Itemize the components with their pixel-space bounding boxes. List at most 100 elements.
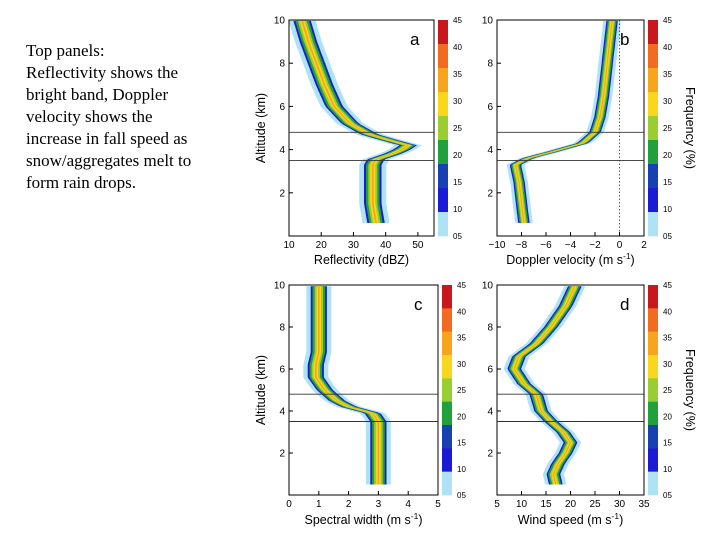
colorbar-segment-a [438, 188, 448, 213]
ylabel-a: Altitude (km) [254, 93, 268, 163]
panel-c: 0 1 2 3 4 5 2 4 6 8 10 c [274, 281, 441, 511]
panel-a: 10 20 30 40 50 2 4 6 8 10 a [274, 16, 435, 251]
freq-band-a-4 [299, 20, 411, 224]
colorbar-tick-c: 05 [457, 491, 466, 500]
xlabel-d: Wind speed (m s-1) [518, 511, 624, 527]
caption-line-1: Top panels: [26, 41, 105, 60]
colorbar-tick-d: 20 [663, 412, 672, 421]
xtick-label-a: 10 [283, 240, 295, 251]
ytick-label-a: 4 [279, 145, 285, 156]
colorbar-tick-d: 30 [663, 360, 672, 369]
xtick-label-d: 15 [540, 499, 552, 510]
colorbar-tick-b: 40 [663, 43, 672, 52]
caption-line-5: increase in fall speed as [26, 129, 188, 148]
xtick-label-c: 3 [376, 499, 382, 510]
freq-band-d-5 [513, 286, 576, 485]
xtick-label-c: 1 [316, 499, 322, 510]
colorbar-segment-b [648, 44, 658, 69]
colorbar-segment-c [442, 308, 452, 332]
panel-letter-c: c [414, 295, 423, 314]
ytick-label-b: 8 [487, 59, 493, 70]
xtick-label-d: 20 [565, 499, 577, 510]
colorbar-tick-c: 25 [457, 386, 466, 395]
colorbar-tick-d: 05 [663, 491, 672, 500]
freq-band-c-4 [313, 286, 381, 485]
axes-frame-d [496, 284, 645, 496]
colorbar-tick-b: 05 [663, 232, 672, 241]
colorbar-tick-d: 35 [663, 334, 672, 343]
colorbar-tick-c: 35 [457, 334, 466, 343]
ytick-label-d: 4 [487, 407, 493, 418]
ytick-label-c: 2 [279, 449, 285, 460]
colorbar-segment-c [442, 425, 452, 449]
colorbar-tick-a: 45 [453, 16, 462, 25]
colorbar-tick-c: 10 [457, 465, 466, 474]
panel-letter-b: b [620, 30, 629, 49]
ytick-label-b: 4 [487, 145, 493, 156]
panel-letter-d: d [620, 295, 629, 314]
colorbar-segment-b [648, 212, 658, 237]
axes-frame-a [288, 19, 435, 237]
caption-line-2: Reflectivity shows the [26, 63, 179, 82]
ytick-label-b: 6 [487, 102, 493, 113]
colorbar-segment-b [648, 164, 658, 189]
freq-band-a-2 [295, 20, 415, 224]
panel-b: −10 −8 −6 −4 −2 0 2 2 4 6 8 10 b [482, 16, 647, 252]
ytick-label-d: 8 [487, 323, 493, 334]
ytick-label-d: 2 [487, 449, 493, 460]
panel-d: 5 10 15 20 25 30 35 2 4 6 8 10 d [482, 281, 650, 511]
colorbar-tick-b: 20 [663, 151, 672, 160]
xtick-label-a: 40 [380, 240, 392, 251]
colorbar-segment-c [442, 285, 452, 309]
colorbar-tick-a: 30 [453, 97, 462, 106]
caption: Top panels: Reflectivity shows the brigh… [26, 40, 231, 194]
xtick-label-d: 10 [516, 499, 528, 510]
colorbar-tick-b: 10 [663, 205, 672, 214]
colorbar-tick-c: 20 [457, 412, 466, 421]
colorbar-a: 45 40 35 30 25 20 15 10 05 [438, 16, 462, 241]
colorbar-tick-b: 15 [663, 178, 672, 187]
ytick-label-a: 10 [274, 16, 286, 27]
colorbar-tick-c: 45 [457, 281, 466, 290]
colorbar-tick-d: 40 [663, 307, 672, 316]
colorbar-tick-a: 20 [453, 151, 462, 160]
colorbar-tick-d: 45 [663, 281, 672, 290]
xtick-label-a: 50 [412, 240, 424, 251]
colorbar-segment-d [648, 331, 658, 356]
colorbar-tick-c: 15 [457, 439, 466, 448]
colorbar-segment-c [442, 401, 452, 426]
freq-band-d-0 [503, 286, 586, 485]
xtick-label-b: −2 [589, 240, 601, 251]
colorbar-segment-c [442, 378, 452, 402]
colorbar-tick-b: 45 [663, 16, 672, 25]
colorbar-segment-a [438, 140, 448, 165]
xtick-label-a: 20 [316, 240, 328, 251]
colorbar-segment-d [648, 471, 658, 496]
colorbar-tick-d: 15 [663, 439, 672, 448]
xtick-label-b: 0 [617, 240, 623, 251]
caption-line-3: bright band, Doppler [26, 85, 169, 104]
colorbar-segment-c [442, 448, 452, 472]
colorbar-tick-d: 25 [663, 386, 672, 395]
xtick-label-b: −4 [565, 240, 577, 251]
colorbar-segment-a [438, 44, 448, 69]
ytick-label-c: 10 [274, 281, 286, 292]
colorbar-tick-c: 30 [457, 360, 466, 369]
colorbar-segment-d [648, 378, 658, 402]
colorbar-segment-a [438, 116, 448, 141]
colorbar-tick-b: 25 [663, 124, 672, 133]
colorbar-segment-b [648, 92, 658, 117]
freq-band-b-5 [515, 20, 613, 224]
colorbar-segment-d [648, 285, 658, 309]
colorbar-segment-b [648, 20, 658, 45]
colorbar-tick-a: 40 [453, 43, 462, 52]
colorbar-tick-b: 30 [663, 97, 672, 106]
colorbar-segment-d [648, 355, 658, 379]
xtick-label-c: 0 [286, 499, 292, 510]
colorbar-title-d: Frequency (%) [683, 349, 697, 431]
xtick-label-b: 2 [641, 240, 647, 251]
colorbar-tick-a: 15 [453, 178, 462, 187]
ytick-label-a: 2 [279, 188, 285, 199]
colorbar-segment-a [438, 92, 448, 117]
